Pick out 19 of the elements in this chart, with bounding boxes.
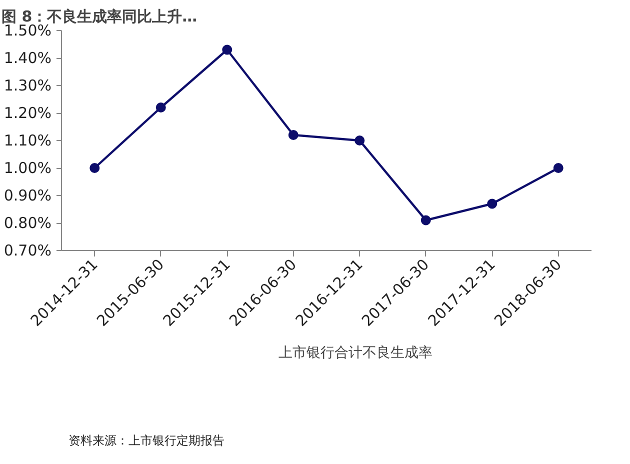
y-tick-label: 1.00%: [4, 159, 52, 177]
point: [354, 136, 365, 146]
chart-title: 图 8：不良生成率同比上升…: [2, 8, 198, 26]
y-tick-label: 0.80%: [4, 214, 52, 232]
point: [487, 198, 498, 209]
point: [222, 44, 232, 55]
y-tick-label: 0.70%: [4, 242, 52, 260]
point: [156, 102, 166, 112]
point: [420, 215, 431, 226]
point: [90, 163, 100, 173]
text: 资料来源：上市银行定期报告: [68, 434, 224, 448]
point: [288, 130, 298, 140]
y-tick-label: 1.20%: [4, 104, 52, 122]
y-tick-label: 1.40%: [4, 49, 52, 67]
text: 上市银行合计不良生成率: [278, 344, 432, 362]
y-tick-label: 1.30%: [4, 76, 52, 94]
y-tick-label: 1.10%: [4, 132, 52, 150]
point: [553, 163, 564, 173]
y-tick-label: 0.90%: [4, 186, 52, 204]
